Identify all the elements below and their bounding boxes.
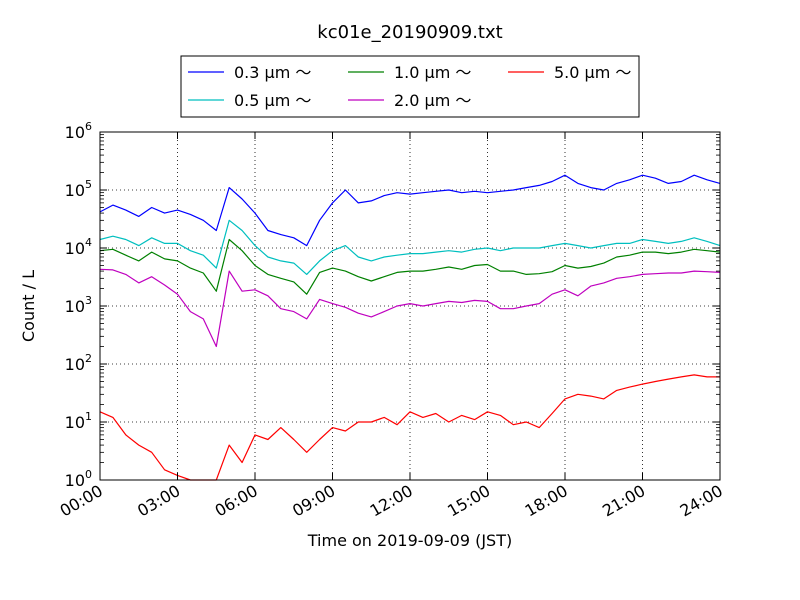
- legend: 0.3 μm ～ 0.5 μm ～ 1.0 μm ～ 2.0 μm ～ 5.0 μm ～: [180, 55, 640, 118]
- legend-label-1: 0.5 μm ～: [234, 91, 311, 110]
- series-line-1: [99, 219, 721, 275]
- y-tick-label: 106: [65, 120, 92, 142]
- legend-label-3: 2.0 μm ～: [394, 91, 471, 110]
- chart-title: kc01e_20190909.txt: [317, 22, 502, 43]
- grid-lines: [100, 132, 720, 480]
- series-line-3: [99, 268, 721, 348]
- legend-label-4: 5.0 μm ～: [554, 63, 631, 82]
- x-axis-label: Time on 2019-09-09 (JST): [307, 531, 512, 550]
- y-tick-label: 101: [65, 410, 92, 432]
- y-axis-label: Count / L: [19, 270, 38, 342]
- axis-ticks: [99, 131, 721, 481]
- legend-box: [180, 55, 640, 118]
- series-line-2: [99, 238, 721, 295]
- y-tick-label: 102: [65, 352, 92, 374]
- y-tick-labels: 100 101 102 103 104 105 106: [65, 120, 92, 490]
- y-tick-label: 100: [65, 468, 92, 490]
- y-tick-label: 104: [65, 236, 92, 258]
- legend-label-2: 1.0 μm ～: [394, 63, 471, 82]
- y-tick-label: 105: [65, 178, 92, 200]
- y-tick-label: 103: [65, 294, 92, 316]
- legend-label-0: 0.3 μm ～: [234, 63, 311, 82]
- series-line-0: [99, 174, 721, 247]
